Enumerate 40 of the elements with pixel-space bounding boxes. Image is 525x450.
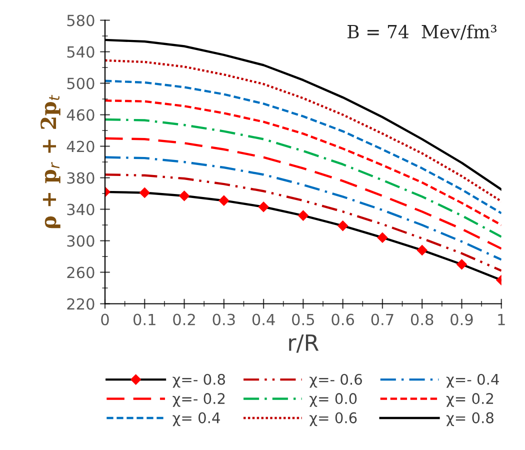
legend-label: χ=- 0.8 <box>172 374 226 388</box>
y-tick-label: 300 <box>67 235 94 247</box>
x-tick-label: 0.9 <box>450 314 473 326</box>
x-tick-label: 1 <box>498 314 505 326</box>
x-tick-label: 0.1 <box>133 314 156 326</box>
legend-label: χ=- 0.4 <box>446 374 499 388</box>
x-tick-label: 0.4 <box>252 314 275 326</box>
annotation: B = 74 Mev/fm³ <box>348 24 496 40</box>
y-tick-label: 420 <box>66 140 94 152</box>
line-series <box>105 173 502 272</box>
line-series <box>105 156 502 261</box>
legend-label: χ= 0.2 <box>446 393 493 407</box>
y-tick-label: 340 <box>67 204 94 216</box>
legend-label: χ= 0.0 <box>310 393 357 407</box>
legend-label: χ= 0.8 <box>446 412 494 426</box>
line-series <box>105 137 502 250</box>
y-tick-label: 220 <box>67 298 94 310</box>
legend-label: χ= 0.6 <box>310 412 357 426</box>
line-series <box>105 99 502 226</box>
x-tick-label: 0.8 <box>410 314 434 326</box>
line-series <box>105 80 502 214</box>
y-axis-title: ρ + p$_{r}$ + 2p$_{t}$ <box>40 94 60 228</box>
line-series <box>105 118 502 238</box>
x-tick-label: 0.2 <box>173 314 195 326</box>
legend-label: χ= 0.4 <box>172 412 220 426</box>
y-tick-label: 460 <box>66 109 94 121</box>
x-tick-label: 0.6 <box>332 314 354 326</box>
legend-label: χ=- 0.6 <box>310 374 362 388</box>
x-tick-label: 0.5 <box>292 314 314 326</box>
y-tick-label: 260 <box>67 266 94 278</box>
x-tick-label: 0.7 <box>371 314 394 326</box>
y-tick-label: 500 <box>67 78 94 90</box>
line-series <box>105 59 502 202</box>
x-tick-label: 0 <box>101 314 109 326</box>
y-tick-label: 580 <box>67 14 94 26</box>
y-tick-label: 540 <box>67 46 94 58</box>
legend-label: χ=- 0.2 <box>172 393 225 407</box>
y-tick-label: 380 <box>67 172 94 184</box>
x-axis-title: r/R <box>289 334 319 353</box>
x-tick-label: 0.3 <box>212 314 235 326</box>
